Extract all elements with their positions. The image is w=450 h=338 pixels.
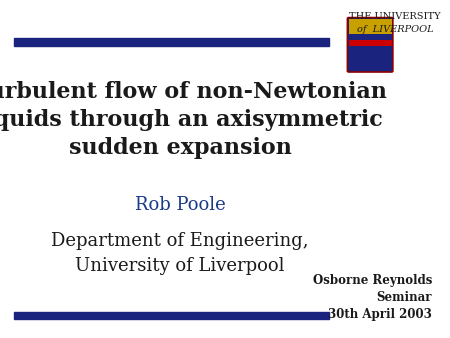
- Text: Department of Engineering,
University of Liverpool: Department of Engineering, University of…: [51, 232, 309, 274]
- Text: Osborne Reynolds
Seminar
30th April 2003: Osborne Reynolds Seminar 30th April 2003: [313, 274, 432, 321]
- Text: of  LIVERPOOL: of LIVERPOOL: [356, 25, 433, 34]
- Bar: [349, 19, 392, 34]
- FancyBboxPatch shape: [347, 18, 393, 72]
- Text: Turbulent flow of non-Newtonian
liquids through an axisymmetric
sudden expansion: Turbulent flow of non-Newtonian liquids …: [0, 81, 387, 159]
- Bar: [349, 40, 392, 46]
- Text: THE UNIVERSITY: THE UNIVERSITY: [349, 12, 441, 21]
- Text: Rob Poole: Rob Poole: [135, 196, 225, 214]
- Bar: [14, 38, 328, 46]
- Bar: [14, 312, 328, 319]
